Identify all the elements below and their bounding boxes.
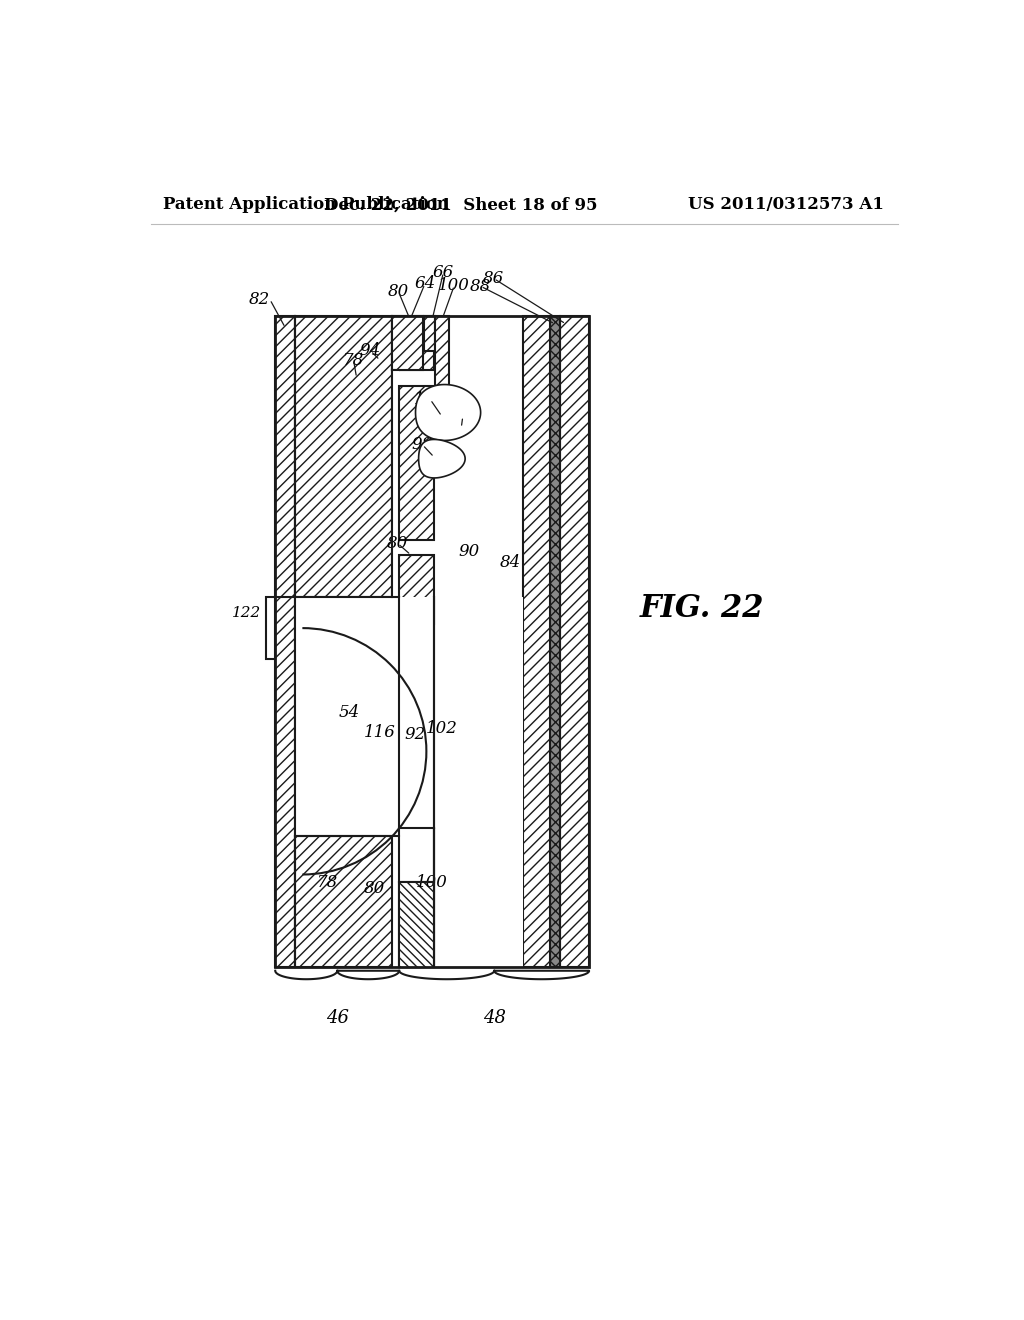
Bar xyxy=(399,597,434,829)
Bar xyxy=(391,370,399,598)
Bar xyxy=(275,317,589,966)
Text: 122: 122 xyxy=(232,606,261,619)
Bar xyxy=(266,597,275,659)
Text: 80: 80 xyxy=(387,535,409,552)
Text: 80: 80 xyxy=(364,880,385,896)
Text: 92: 92 xyxy=(404,726,425,743)
Text: 82: 82 xyxy=(249,290,270,308)
Text: 100: 100 xyxy=(438,277,470,294)
Bar xyxy=(424,317,435,351)
Text: 94: 94 xyxy=(360,342,381,359)
Text: 66: 66 xyxy=(433,264,454,281)
Text: 102: 102 xyxy=(426,719,458,737)
Text: US 2011/0312573 A1: US 2011/0312573 A1 xyxy=(688,197,884,213)
Text: 54: 54 xyxy=(338,705,359,721)
Polygon shape xyxy=(419,440,465,478)
Text: 116: 116 xyxy=(364,723,396,741)
Bar xyxy=(295,836,391,966)
Bar xyxy=(295,597,399,836)
Text: 46: 46 xyxy=(326,1010,349,1027)
Text: 80: 80 xyxy=(388,282,410,300)
Bar xyxy=(550,317,560,966)
Bar xyxy=(523,317,550,966)
Bar xyxy=(399,385,434,540)
Bar xyxy=(399,554,434,624)
Text: 64: 64 xyxy=(414,276,435,293)
Text: 78: 78 xyxy=(317,874,339,891)
Text: 86: 86 xyxy=(483,271,505,286)
Text: 48: 48 xyxy=(482,1010,506,1027)
Text: 96: 96 xyxy=(453,408,473,425)
Text: Patent Application Publication: Patent Application Publication xyxy=(163,197,449,213)
Bar xyxy=(275,317,589,966)
Bar xyxy=(295,317,391,598)
Polygon shape xyxy=(416,384,480,441)
Text: 98: 98 xyxy=(412,437,433,453)
Text: FIG. 22: FIG. 22 xyxy=(640,594,764,624)
Bar xyxy=(560,317,589,966)
Text: 90: 90 xyxy=(459,543,479,560)
Text: Dec. 22, 2011  Sheet 18 of 95: Dec. 22, 2011 Sheet 18 of 95 xyxy=(325,197,598,213)
Bar xyxy=(391,317,423,370)
Bar xyxy=(399,882,434,966)
Text: 88: 88 xyxy=(470,277,492,294)
Text: 78: 78 xyxy=(343,351,365,368)
Bar xyxy=(391,317,434,370)
Bar xyxy=(435,317,449,385)
Text: 84: 84 xyxy=(500,554,520,572)
Text: 120: 120 xyxy=(415,391,446,408)
Bar xyxy=(434,597,523,966)
Text: 100: 100 xyxy=(416,874,447,891)
Bar xyxy=(275,317,295,966)
Bar xyxy=(399,882,434,966)
Bar xyxy=(550,317,560,966)
